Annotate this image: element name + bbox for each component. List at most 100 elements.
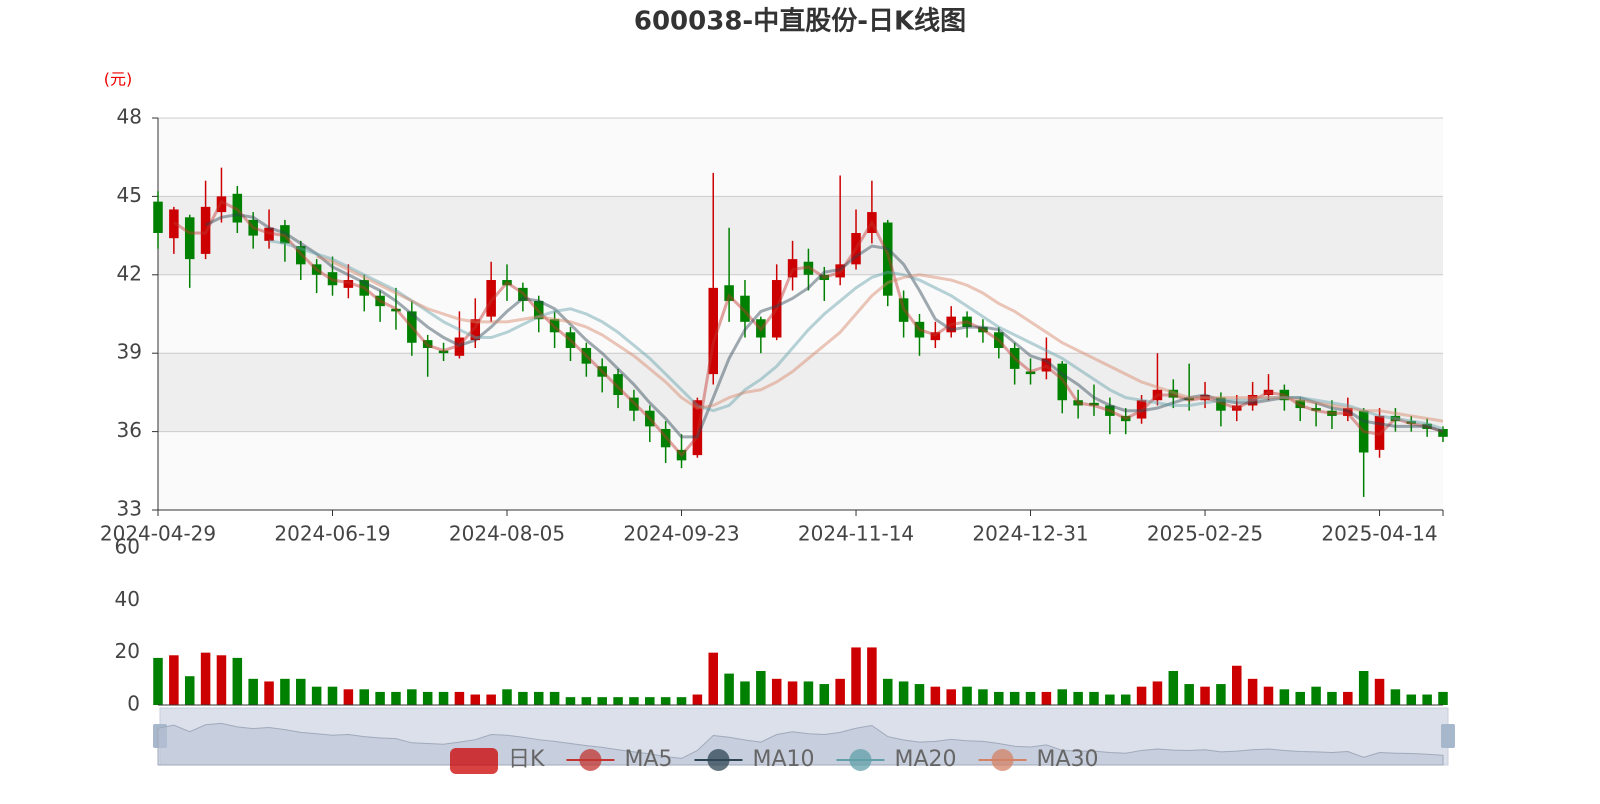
candle-body: [946, 316, 956, 333]
candle-body: [533, 300, 544, 320]
volume-bar: [867, 647, 877, 705]
legend-item[interactable]: MA10: [694, 747, 815, 772]
y-tick-label: 45: [117, 183, 142, 207]
volume-bar: [296, 678, 306, 705]
volume-bar: [994, 691, 1004, 705]
candle-body: [1089, 402, 1099, 406]
candle-body: [1406, 421, 1417, 424]
volume-bar: [787, 681, 798, 705]
volume-bar: [1295, 691, 1305, 705]
candle-body: [422, 340, 433, 348]
legend-icon: [849, 749, 872, 771]
volume-bar: [898, 681, 909, 705]
volume-bar: [454, 691, 465, 705]
volume-bar: [169, 655, 179, 705]
candle-body: [914, 321, 925, 338]
volume-bar: [549, 691, 560, 705]
legend-label: MA30: [1037, 747, 1099, 772]
candle-body: [184, 217, 195, 260]
volume-bar: [422, 691, 433, 705]
candle-body: [676, 449, 687, 461]
legend-icon: [991, 749, 1014, 771]
y-tick-label: 33: [117, 497, 142, 521]
ma-line: [204, 213, 1444, 439]
volume-tick-label: 60: [115, 535, 140, 559]
volume-bar: [1263, 686, 1274, 705]
candle-body: [1073, 400, 1083, 406]
candle-body: [581, 347, 592, 364]
legend-item[interactable]: MA5: [566, 747, 672, 772]
candle-body: [1009, 347, 1020, 369]
legend-label: MA20: [895, 747, 957, 772]
y-tick-label: 36: [117, 418, 142, 442]
volume-bar: [1041, 691, 1052, 705]
candle-body: [549, 319, 560, 333]
volume-bar: [819, 684, 830, 705]
volume-bar: [1089, 691, 1099, 705]
volume-bar: [1374, 678, 1385, 705]
volume-bar: [1279, 689, 1290, 705]
candle-body: [1438, 428, 1448, 437]
volume-bar: [343, 689, 354, 705]
chart-title: 600038-中直股份-日K线图: [634, 7, 966, 37]
candle-body: [200, 206, 211, 254]
volume-bar: [771, 678, 782, 705]
volume-bar: [629, 697, 639, 705]
volume-bar: [1184, 684, 1194, 705]
volume-bar: [359, 689, 369, 705]
candle-body: [660, 428, 671, 448]
candle-body: [169, 209, 179, 239]
volume-bar: [835, 678, 845, 705]
volume-bar: [1438, 691, 1448, 705]
volume-bar: [518, 691, 528, 705]
candle-body: [280, 225, 290, 244]
volume-bar: [851, 647, 861, 705]
volume-bar: [1232, 665, 1242, 705]
volume-bar: [946, 689, 956, 705]
y-tick-label: 39: [117, 340, 142, 364]
volume-bar: [502, 689, 512, 705]
candle-body: [1105, 405, 1115, 416]
candle-body: [819, 274, 830, 281]
volume-bar: [438, 691, 449, 705]
volume-bar: [1057, 689, 1068, 705]
legend-item[interactable]: 日K: [450, 747, 545, 774]
volume-bar: [184, 676, 195, 705]
volume-bar: [153, 657, 163, 705]
candle-body: [994, 332, 1004, 348]
volume-bar: [1200, 686, 1210, 705]
ma-line: [316, 255, 1444, 423]
legend-label: MA10: [752, 747, 814, 772]
volume-bar: [740, 681, 750, 705]
volume-bar: [200, 652, 211, 705]
legend-label: MA5: [624, 747, 672, 772]
volume-bar: [882, 678, 893, 705]
split-area: [158, 196, 1443, 275]
candle-body: [978, 327, 988, 333]
volume-bar: [1311, 686, 1321, 705]
volume-bar: [327, 686, 338, 705]
legend-item[interactable]: MA20: [836, 747, 957, 772]
volume-bar: [1025, 691, 1036, 705]
volume-bar: [962, 686, 972, 705]
volume-bar: [1152, 681, 1163, 705]
x-tick-label: 2024-06-19: [274, 522, 390, 546]
y-unit: (元): [104, 70, 133, 89]
volume-bar: [692, 694, 703, 705]
volume-bar: [1343, 691, 1353, 705]
zoom-handle[interactable]: [1441, 724, 1455, 748]
candle-body: [1232, 405, 1242, 411]
candle-body: [1422, 423, 1432, 429]
candle-body: [930, 332, 941, 341]
candle-body: [1263, 389, 1274, 396]
split-area: [158, 353, 1443, 432]
volume-tick-label: 0: [127, 692, 140, 716]
volume-bar: [486, 694, 496, 705]
volume-bar: [1105, 694, 1115, 705]
candle-body: [882, 222, 893, 296]
volume-bar: [756, 670, 766, 705]
volume-bar: [375, 691, 385, 705]
legend-item[interactable]: MA30: [978, 747, 1099, 772]
candle-body: [407, 311, 417, 343]
candle-body: [232, 193, 243, 223]
